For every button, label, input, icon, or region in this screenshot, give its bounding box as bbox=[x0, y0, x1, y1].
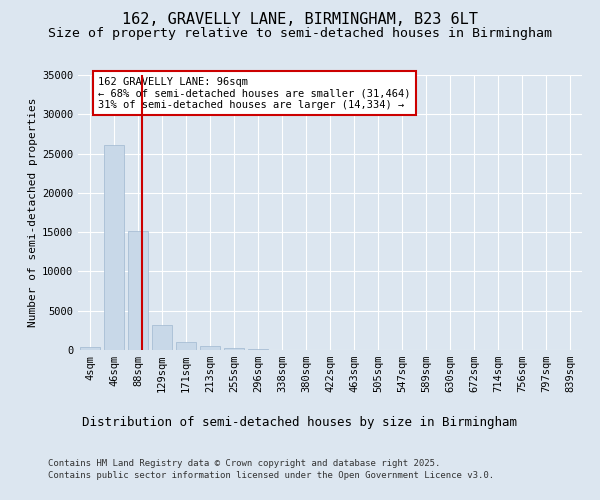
Text: Contains HM Land Registry data © Crown copyright and database right 2025.: Contains HM Land Registry data © Crown c… bbox=[48, 458, 440, 468]
Bar bbox=[200, 346, 220, 350]
Bar bbox=[104, 145, 124, 350]
Text: 162, GRAVELLY LANE, BIRMINGHAM, B23 6LT: 162, GRAVELLY LANE, BIRMINGHAM, B23 6LT bbox=[122, 12, 478, 28]
Bar bbox=[152, 325, 172, 350]
Y-axis label: Number of semi-detached properties: Number of semi-detached properties bbox=[28, 98, 38, 327]
Text: Size of property relative to semi-detached houses in Birmingham: Size of property relative to semi-detach… bbox=[48, 28, 552, 40]
Text: Distribution of semi-detached houses by size in Birmingham: Distribution of semi-detached houses by … bbox=[83, 416, 517, 429]
Text: 162 GRAVELLY LANE: 96sqm
← 68% of semi-detached houses are smaller (31,464)
31% : 162 GRAVELLY LANE: 96sqm ← 68% of semi-d… bbox=[98, 76, 410, 110]
Bar bbox=[80, 347, 100, 350]
Bar bbox=[176, 342, 196, 350]
Bar bbox=[224, 348, 244, 350]
Text: Contains public sector information licensed under the Open Government Licence v3: Contains public sector information licen… bbox=[48, 471, 494, 480]
Bar bbox=[128, 232, 148, 350]
